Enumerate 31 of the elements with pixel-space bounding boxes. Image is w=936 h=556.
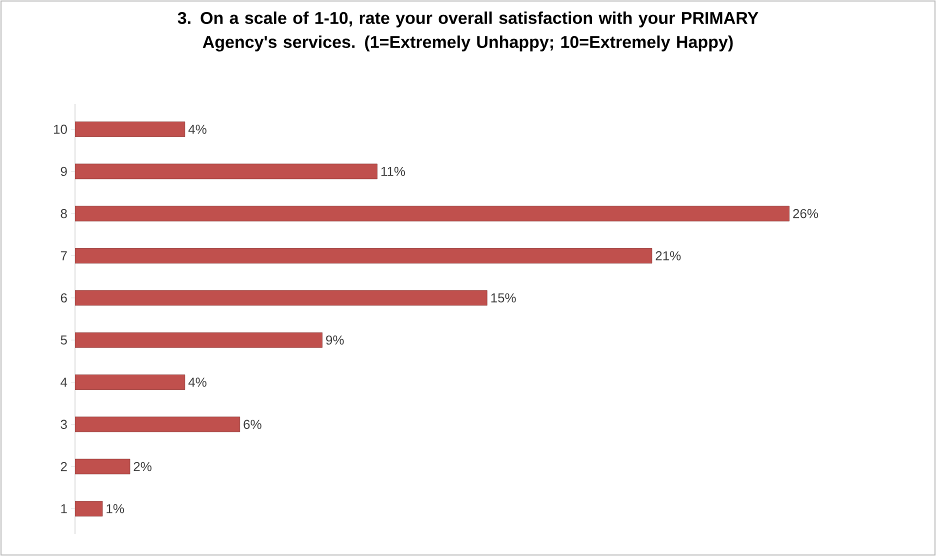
bar [75,206,790,222]
bar [75,248,652,264]
data-label: 1% [106,504,124,514]
bar [75,458,130,474]
y-tick-label: 7 [60,251,67,260]
data-label: 9% [326,335,344,345]
y-tick-label: 2 [60,462,67,472]
data-label: 2% [134,462,152,472]
data-label: 4% [188,378,206,387]
bar [75,374,186,390]
data-label: 4% [188,124,206,134]
data-label: 6% [244,420,262,429]
data-label: 21% [656,251,681,260]
chart-title: 3. On a scale of 1-10, rate your overall satisfaction with your PRIMARY Agency's services. (1=Extremely Unhappy; 10=Extremely Happy) [178,12,758,52]
y-tick-label: 1 [61,504,67,514]
y-tick-label: 8 [60,208,67,218]
bar [75,290,488,306]
y-tick-label: 6 [60,293,67,303]
y-tick-label: 3 [60,420,67,429]
bar [75,164,378,180]
y-tick-label: 4 [60,378,68,387]
data-label: 15% [491,293,516,302]
bar [75,122,186,137]
bar [75,332,322,348]
y-tick-label: 5 [60,336,67,345]
y-tick-label: 10 [54,124,67,134]
data-label: 11% [381,166,406,176]
y-tick-label: 9 [60,166,67,176]
bar [75,500,103,516]
data-label: 26% [793,208,818,218]
bar [75,416,240,432]
